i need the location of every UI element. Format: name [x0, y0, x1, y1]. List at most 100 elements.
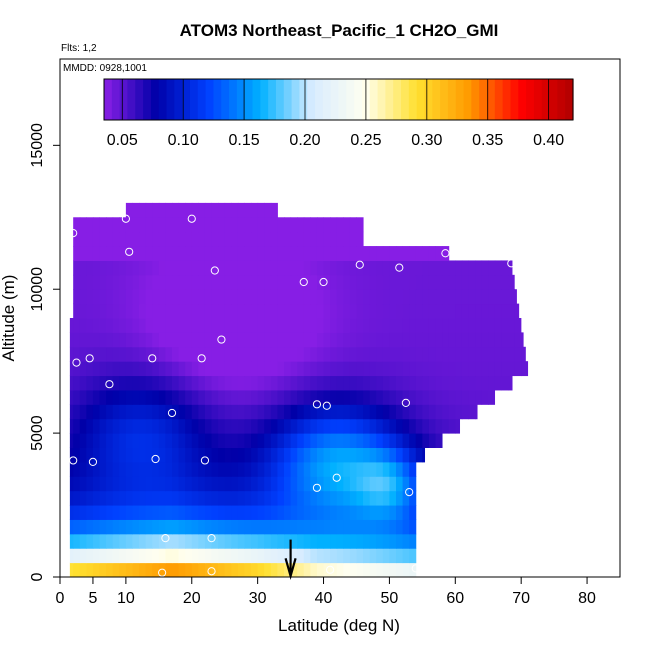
- field-cell: [211, 375, 219, 391]
- field-cell: [310, 389, 318, 405]
- field-cell: [270, 202, 278, 218]
- field-cell: [455, 318, 463, 333]
- field-cell: [448, 361, 456, 377]
- field-cell: [145, 461, 153, 477]
- field-cell: [369, 260, 377, 276]
- field-cell: [382, 375, 390, 391]
- field-cell: [297, 318, 305, 333]
- field-cell: [310, 346, 318, 362]
- field-cell: [461, 404, 469, 420]
- field-cell: [165, 389, 173, 405]
- field-cell: [69, 519, 74, 535]
- field-cell: [284, 562, 292, 578]
- field-cell: [224, 533, 232, 549]
- colorbar-segment: [447, 79, 457, 120]
- field-cell: [336, 461, 344, 477]
- field-cell: [442, 404, 450, 420]
- field-cell: [389, 548, 397, 564]
- field-cell: [112, 246, 120, 261]
- field-cell: [139, 548, 147, 564]
- colorbar-tick-label: 0.30: [411, 132, 442, 149]
- field-cell: [244, 389, 252, 405]
- flight-point: [355, 260, 364, 269]
- field-cell: [369, 562, 377, 578]
- field-cell: [198, 231, 206, 247]
- field-cell: [277, 505, 285, 520]
- field-cell: [125, 346, 133, 362]
- field-cell: [132, 447, 140, 463]
- field-cell: [99, 303, 107, 319]
- field-cell: [488, 318, 496, 333]
- field-cell: [125, 375, 133, 391]
- field-cell: [244, 461, 252, 477]
- field-cell: [139, 533, 147, 549]
- x-axis-label: Latitude (deg N): [278, 616, 400, 635]
- field-cell: [455, 389, 463, 405]
- field-cell: [389, 361, 397, 377]
- field-cell: [86, 389, 94, 405]
- field-cell: [165, 461, 173, 477]
- field-cell: [165, 303, 173, 319]
- field-cell: [198, 260, 206, 276]
- field-cell: [363, 246, 371, 261]
- field-cell: [158, 562, 166, 578]
- field-cell: [86, 303, 94, 319]
- x-tick-label: 50: [381, 590, 399, 607]
- flight-point: [326, 565, 335, 574]
- field-cell: [494, 361, 502, 377]
- field-cell: [356, 447, 364, 463]
- field-cell: [119, 533, 127, 549]
- field-cell: [409, 332, 417, 348]
- field-cell: [218, 303, 226, 319]
- field-cell: [277, 548, 285, 564]
- field-cell: [106, 418, 114, 434]
- field-cell: [303, 562, 311, 578]
- field-cell: [231, 433, 239, 448]
- field-cell: [79, 519, 87, 535]
- colorbar-segment: [111, 79, 121, 120]
- field-cell: [284, 332, 292, 348]
- field-cell: [112, 274, 120, 290]
- field-cell: [132, 202, 140, 218]
- field-cell: [139, 318, 147, 333]
- field-cell: [99, 505, 107, 520]
- field-cell: [211, 533, 219, 549]
- field-cell: [165, 318, 173, 333]
- field-cell: [349, 433, 357, 448]
- colorbar-segment: [275, 79, 285, 120]
- field-cell: [204, 217, 213, 233]
- field-cell: [435, 289, 443, 305]
- field-cell: [224, 404, 232, 420]
- field-cell: [125, 260, 133, 276]
- field-cell: [198, 274, 206, 290]
- field-cell: [455, 274, 463, 290]
- field-cell: [231, 461, 239, 477]
- field-cell: [284, 289, 292, 305]
- field-cell: [336, 246, 344, 261]
- field-cell: [316, 476, 325, 492]
- field-cell: [428, 361, 437, 377]
- field-cell: [389, 303, 397, 319]
- field-cell: [178, 476, 186, 492]
- field-cell: [297, 332, 305, 348]
- field-cell: [172, 260, 180, 276]
- field-cell: [422, 404, 430, 420]
- field-cell: [316, 533, 325, 549]
- field-cell: [106, 447, 114, 463]
- field-cell: [185, 461, 193, 477]
- field-cell: [323, 389, 331, 405]
- field-cell: [277, 433, 285, 448]
- field-cell: [152, 461, 160, 477]
- field-cell: [297, 217, 305, 233]
- field-cell: [382, 289, 390, 305]
- field-cell: [152, 303, 160, 319]
- colorbar-tick-label: 0.35: [472, 132, 503, 149]
- field-cell: [284, 246, 292, 261]
- field-cell: [185, 389, 193, 405]
- field-cell: [99, 231, 107, 247]
- field-cell: [330, 346, 338, 362]
- field-cell: [284, 346, 292, 362]
- flight-point: [319, 277, 328, 287]
- field-cell: [409, 389, 417, 405]
- field-cell: [178, 375, 186, 391]
